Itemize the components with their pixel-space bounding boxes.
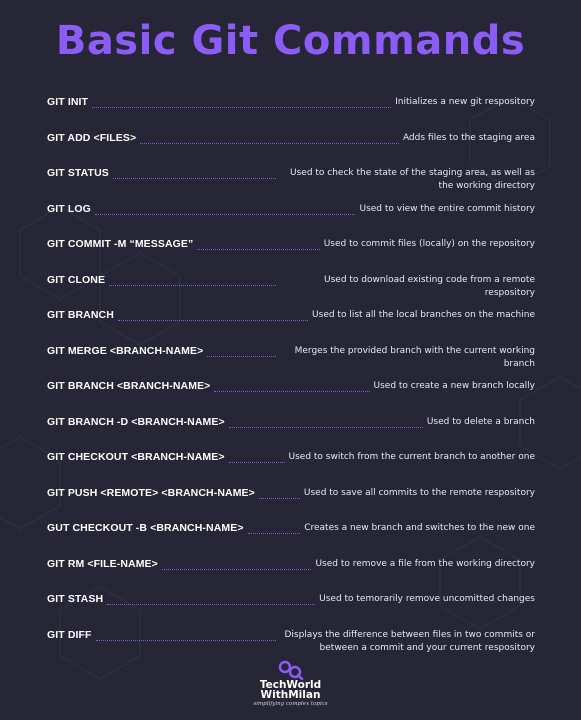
command-name: GIT CHECKOUT <BRANCH-NAME> — [47, 451, 225, 463]
command-row: GIT BRANCH -D <BRANCH-NAME> Used to delet… — [47, 412, 535, 448]
command-description: Used to list all the local branches on t… — [312, 310, 535, 320]
command-row: GIT CHECKOUT <BRANCH-NAME> Used to switch… — [47, 447, 535, 483]
dotted-leader — [109, 273, 276, 286]
dotted-leader — [94, 202, 356, 215]
command-row: GIT PUSH <REMOTE> <BRANCH-NAME> Used to s… — [47, 483, 535, 519]
dotted-leader — [258, 486, 300, 499]
dotted-leader — [117, 308, 309, 321]
command-description: Used to remove a file from the working d… — [315, 558, 535, 569]
dotted-leader — [228, 450, 285, 463]
command-name: GIT STASH — [47, 593, 104, 605]
command-name: GIT CLONE — [47, 273, 106, 286]
command-name: GIT PUSH <REMOTE> <BRANCH-NAME> — [47, 486, 255, 499]
command-name: GIT ADD <FILES> — [47, 131, 137, 144]
command-list: GIT INIT Initializes a new git respositor… — [47, 92, 535, 660]
dotted-leader — [197, 237, 320, 250]
brand-logo: TechWorld WithMilan simplifying complex … — [0, 660, 581, 707]
command-name: GIT STATUS — [47, 167, 109, 179]
command-row: GIT COMMIT -M “MESSAGE” Used to commit fi… — [47, 234, 535, 270]
command-description: Used to create a new branch locally — [373, 381, 536, 391]
command-description: Used to check the state of the staging a… — [290, 168, 535, 191]
command-row: GIT BRANCH Used to list all the local bra… — [47, 305, 535, 341]
command-row: GIT BRANCH <BRANCH-NAME> Used to create a… — [47, 376, 535, 412]
command-name: GIT RM <FILE-NAME> — [47, 557, 158, 570]
command-name: GIT INIT — [47, 96, 89, 108]
command-name: GUT CHECKOUT -B <BRANCH-NAME> — [47, 522, 244, 534]
command-description: Used to commit files (locally) on the re… — [323, 239, 535, 249]
dotted-leader — [214, 379, 370, 392]
command-description: Initializes a new git respository — [395, 97, 535, 107]
command-row: GIT DIFF Displays the difference between … — [47, 625, 535, 661]
command-description: Creates a new branch and switches to the… — [304, 523, 535, 533]
command-row: GUT CHECKOUT -B <BRANCH-NAME> Creates a n… — [47, 518, 535, 554]
dotted-leader — [207, 344, 276, 357]
dotted-leader — [228, 415, 423, 428]
dotted-leader — [92, 95, 392, 108]
command-name: GIT DIFF — [47, 628, 92, 641]
command-name: GIT BRANCH <BRANCH-NAME> — [47, 380, 211, 392]
logo-mark-icon — [278, 660, 303, 680]
command-description: Displays the difference between files in… — [284, 629, 535, 653]
command-row: GIT MERGE <BRANCH-NAME> Merges the provid… — [47, 341, 535, 377]
dotted-leader — [112, 166, 276, 179]
dotted-leader — [107, 592, 316, 605]
logo-text-line1: TechWorld — [259, 679, 322, 691]
dotted-leader — [161, 557, 312, 570]
dotted-leader — [140, 131, 399, 144]
command-row: GIT INIT Initializes a new git respositor… — [47, 92, 535, 128]
command-description: Used to view the entire commit history — [359, 203, 535, 214]
command-description: Adds files to the staging area — [402, 132, 535, 143]
command-row: GIT LOG Used to view the entire commit hi… — [47, 199, 535, 235]
command-row: GIT RM <FILE-NAME> Used to remove a file … — [47, 554, 535, 590]
command-name: GIT BRANCH — [47, 309, 114, 321]
command-description: Used to temorarily remove uncomitted cha… — [319, 594, 535, 604]
logo-tagline: simplifying complex topics — [253, 701, 328, 707]
command-row: GIT ADD <FILES> Adds files to the staging… — [47, 128, 535, 164]
command-name: GIT BRANCH -D <BRANCH-NAME> — [47, 415, 225, 428]
command-description: Used to save all commits to the remote r… — [303, 487, 535, 498]
command-row: GIT STATUS Used to check the state of the… — [47, 163, 535, 199]
command-row: GIT STASH Used to temorarily remove uncom… — [47, 589, 535, 625]
command-name: GIT LOG — [47, 202, 91, 215]
command-description: Merges the provided branch with the curr… — [294, 345, 535, 369]
command-name: GIT MERGE <BRANCH-NAME> — [47, 344, 204, 357]
command-description: Used to switch from the current branch t… — [288, 452, 536, 462]
dotted-leader — [95, 628, 276, 641]
command-row: GIT CLONE Used to download existing code … — [47, 270, 535, 306]
dotted-leader — [247, 521, 301, 534]
page-title: Basic Git Commands — [55, 18, 526, 64]
logo-text-line2: WithMilan — [260, 689, 321, 701]
command-name: GIT COMMIT -M “MESSAGE” — [47, 238, 194, 250]
command-description: Used to download existing code from a re… — [324, 274, 535, 298]
command-description: Used to delete a branch — [426, 416, 535, 427]
